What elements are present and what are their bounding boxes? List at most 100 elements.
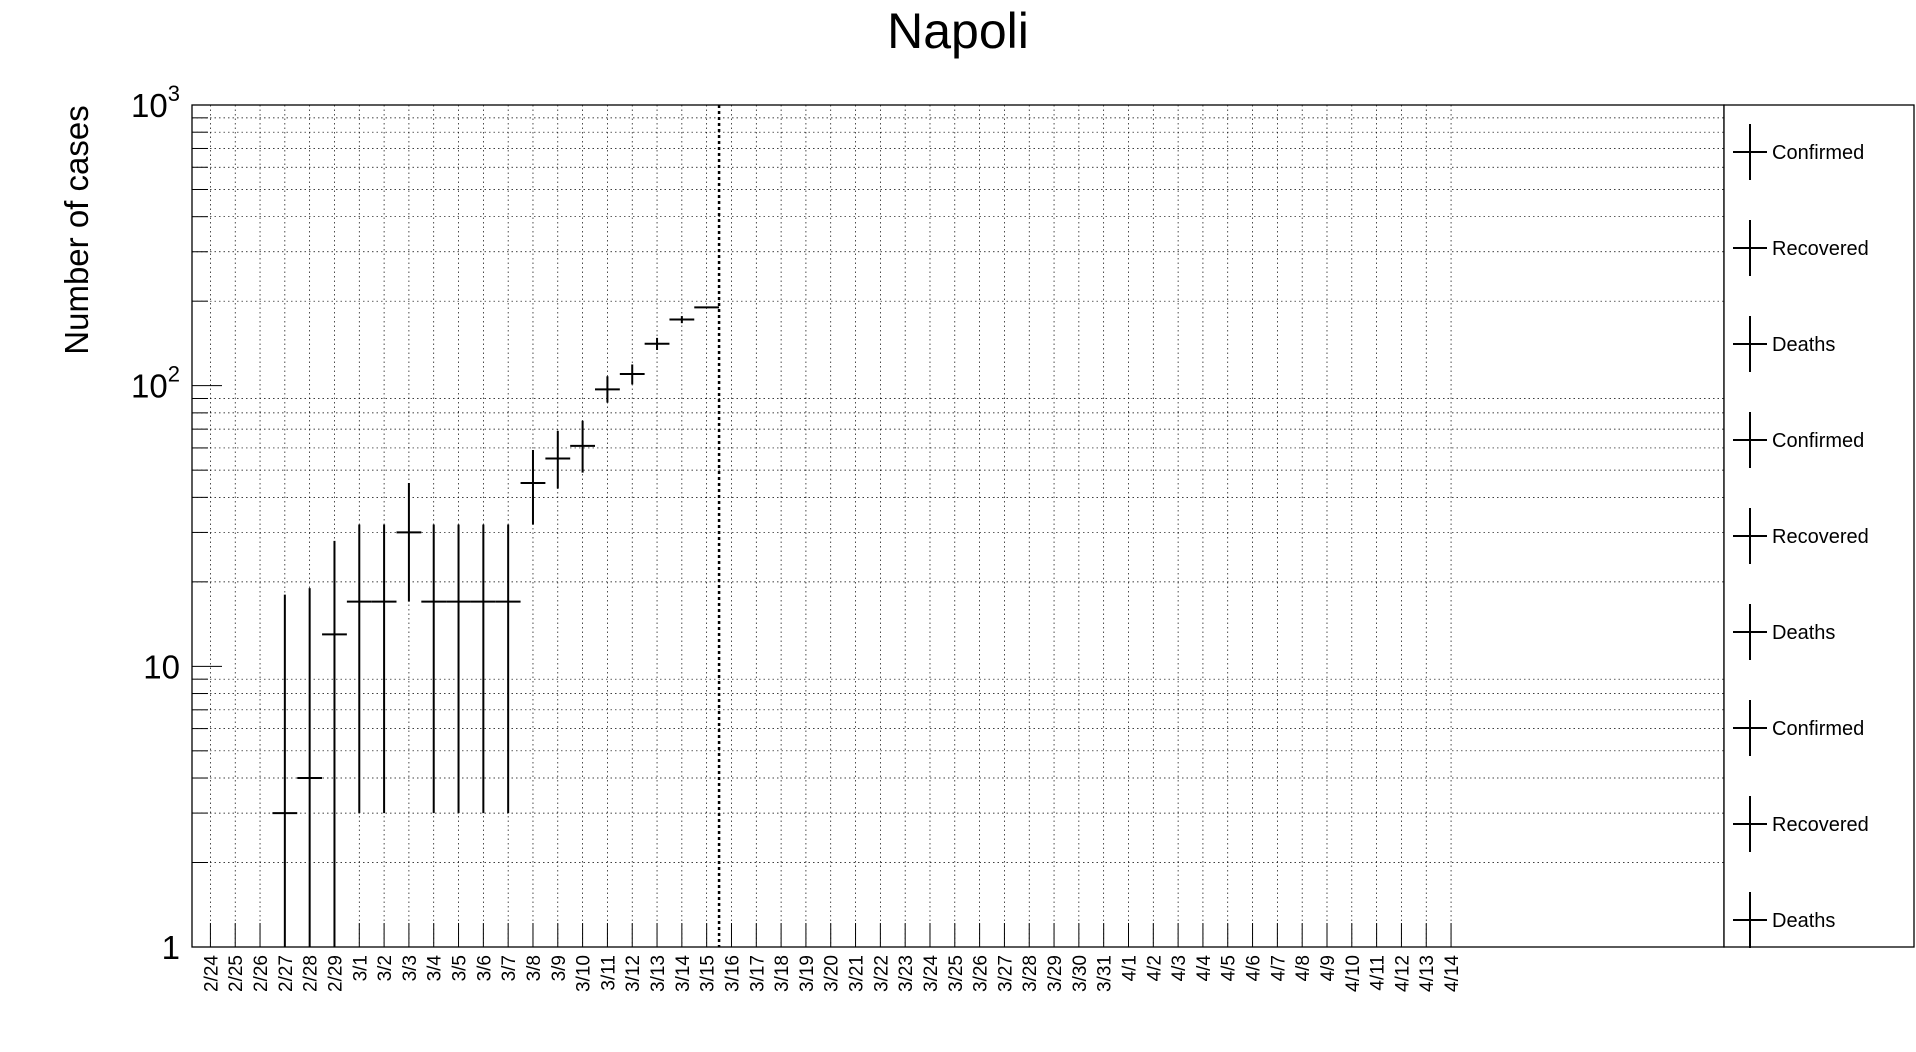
x-tick-label: 3/28 bbox=[1020, 955, 1041, 992]
y-tick-label: 102 bbox=[131, 362, 180, 405]
data-point-confirmed bbox=[694, 306, 720, 309]
legend-label: Deaths bbox=[1772, 334, 1835, 356]
x-tick-label: 3/8 bbox=[524, 955, 545, 981]
x-tick-label: 3/9 bbox=[549, 955, 570, 981]
x-tick-label: 2/28 bbox=[301, 955, 322, 992]
legend: Confirmed Recovered Deaths Confirmed Recover… bbox=[1723, 104, 1915, 948]
x-tick-label: 4/13 bbox=[1417, 955, 1438, 992]
data-point-confirmed bbox=[297, 588, 323, 947]
x-tick-label: 3/23 bbox=[896, 955, 917, 992]
data-point-confirmed bbox=[371, 524, 397, 814]
x-tick-label: 3/31 bbox=[1095, 955, 1116, 992]
x-tick-label: 4/1 bbox=[1119, 955, 1140, 981]
legend-entry-confirmed: Confirmed bbox=[1733, 700, 1864, 756]
legend-entry-recovered: Recovered bbox=[1733, 796, 1869, 852]
legend-label: Recovered bbox=[1772, 526, 1869, 548]
data-point-confirmed bbox=[470, 524, 496, 814]
data-point-confirmed bbox=[495, 524, 521, 814]
x-tick-label: 4/7 bbox=[1268, 955, 1289, 981]
x-tick-label: 4/5 bbox=[1219, 955, 1240, 981]
x-tick-label: 3/3 bbox=[400, 955, 421, 981]
legend-entry-recovered: Recovered bbox=[1733, 220, 1869, 276]
y-tick-label: 103 bbox=[131, 81, 180, 124]
legend-label: Confirmed bbox=[1772, 718, 1864, 740]
x-tick-label: 3/14 bbox=[673, 955, 694, 992]
x-tick-label: 2/27 bbox=[276, 955, 297, 992]
legend-label: Deaths bbox=[1772, 910, 1835, 932]
y-tick-label: 10 bbox=[143, 648, 180, 685]
data-point-confirmed bbox=[396, 482, 422, 602]
x-tick-label: 3/21 bbox=[847, 955, 868, 992]
x-tick-label: 2/26 bbox=[251, 955, 272, 992]
data-point-confirmed bbox=[595, 376, 620, 403]
x-tick-label: 4/8 bbox=[1293, 955, 1314, 981]
x-tick-label: 3/25 bbox=[946, 955, 967, 992]
legend-label: Recovered bbox=[1772, 238, 1869, 260]
data-point-confirmed bbox=[619, 364, 645, 385]
data-point-confirmed bbox=[346, 524, 372, 814]
data-points bbox=[272, 306, 720, 947]
y-tick-label: 1 bbox=[162, 929, 180, 966]
legend-box bbox=[1723, 104, 1915, 948]
data-point-confirmed bbox=[545, 430, 571, 489]
x-tick-label: 2/24 bbox=[201, 955, 222, 992]
data-point-confirmed bbox=[322, 540, 347, 947]
legend-entry-recovered: Recovered bbox=[1733, 508, 1869, 564]
legend-label: Confirmed bbox=[1772, 142, 1864, 164]
x-tick-label: 3/11 bbox=[598, 955, 619, 991]
grid-lines bbox=[192, 105, 1724, 947]
data-point-confirmed bbox=[644, 337, 670, 350]
x-tick-label: 3/17 bbox=[747, 955, 768, 992]
plot-area-frame bbox=[191, 104, 1725, 948]
legend-entry-confirmed: Confirmed bbox=[1733, 124, 1864, 180]
x-tick-label: 3/19 bbox=[797, 955, 818, 992]
x-tick-label: 3/6 bbox=[474, 955, 495, 981]
x-tick-label: 3/30 bbox=[1070, 955, 1091, 992]
x-tick-label: 3/12 bbox=[623, 955, 644, 992]
legend-entry-deaths: Deaths bbox=[1733, 892, 1835, 948]
x-tick-label: 3/7 bbox=[499, 955, 520, 981]
x-tick-label: 4/4 bbox=[1194, 955, 1215, 982]
x-tick-label: 3/1 bbox=[350, 955, 371, 981]
x-tick-label: 3/26 bbox=[971, 955, 992, 992]
x-tick-label: 2/25 bbox=[226, 955, 247, 992]
x-tick-label: 4/2 bbox=[1144, 955, 1165, 981]
x-tick-label: 4/3 bbox=[1169, 955, 1190, 981]
x-tick-label: 3/29 bbox=[1045, 955, 1066, 992]
legend-label: Recovered bbox=[1772, 814, 1869, 836]
x-tick-label: 3/10 bbox=[574, 955, 595, 992]
legend-label: Confirmed bbox=[1772, 430, 1864, 452]
x-tick-label: 3/20 bbox=[822, 955, 843, 992]
x-tick-label: 3/4 bbox=[425, 955, 446, 982]
x-tick-label: 3/15 bbox=[698, 955, 719, 992]
x-tick-label: 2/29 bbox=[325, 955, 346, 992]
data-point-confirmed bbox=[421, 524, 447, 814]
chart-title: Napoli bbox=[887, 3, 1029, 59]
x-tick-label: 4/10 bbox=[1343, 955, 1364, 992]
x-tick-label: 3/18 bbox=[772, 955, 793, 992]
data-point-confirmed bbox=[446, 524, 471, 814]
legend-label: Deaths bbox=[1772, 622, 1835, 644]
x-tick-label: 3/16 bbox=[722, 955, 743, 992]
x-tick-label: 3/2 bbox=[375, 955, 396, 981]
x-tick-label: 3/24 bbox=[921, 955, 942, 992]
x-tick-label: 4/11 bbox=[1368, 955, 1389, 991]
x-tick-label: 3/5 bbox=[450, 955, 471, 981]
data-point-confirmed bbox=[272, 594, 298, 947]
x-tick-label: 3/22 bbox=[871, 955, 892, 992]
x-tick-label: 3/13 bbox=[648, 955, 669, 992]
x-tick-label: 3/27 bbox=[995, 955, 1016, 992]
x-tick-label: 4/12 bbox=[1392, 955, 1413, 992]
data-point-confirmed bbox=[520, 449, 546, 525]
x-tick-label: 4/6 bbox=[1244, 955, 1265, 981]
legend-entry-confirmed: Confirmed bbox=[1733, 412, 1864, 468]
x-tick-label: 4/9 bbox=[1318, 955, 1339, 981]
data-point-confirmed bbox=[570, 420, 596, 473]
legend-entry-deaths: Deaths bbox=[1733, 316, 1835, 372]
data-point-confirmed bbox=[669, 316, 695, 324]
legend-entry-deaths: Deaths bbox=[1733, 604, 1835, 660]
y-axis-label: Number of cases bbox=[58, 105, 95, 354]
x-tick-label: 4/14 bbox=[1442, 955, 1463, 992]
